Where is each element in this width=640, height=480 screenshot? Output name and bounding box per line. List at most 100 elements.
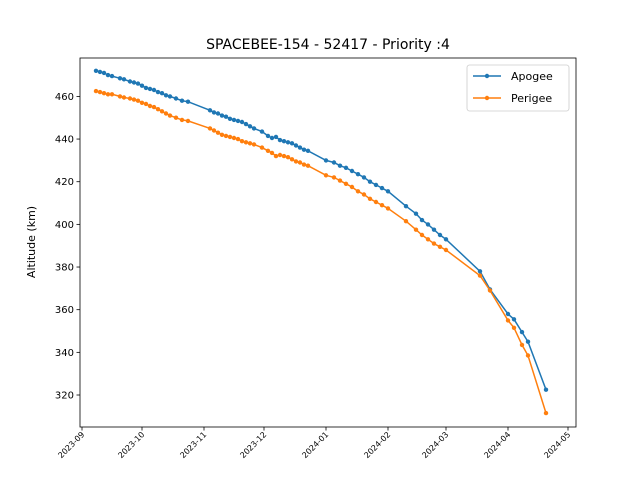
data-point (443, 247, 449, 253)
data-point (155, 89, 161, 95)
data-point (101, 70, 107, 76)
data-point (151, 104, 157, 110)
data-point (277, 152, 283, 158)
data-point (379, 203, 385, 208)
data-point (235, 118, 241, 124)
data-point (367, 179, 373, 184)
data-point (159, 91, 165, 96)
plot-frame (79, 57, 577, 428)
y-tick-label: 420 (55, 177, 74, 188)
data-point (337, 163, 343, 168)
data-point (505, 311, 511, 317)
data-point (93, 88, 99, 94)
data-point (259, 145, 265, 150)
legend: Apogee Perigee (466, 64, 570, 112)
data-point (419, 232, 425, 238)
data-point (121, 77, 127, 82)
data-point (155, 107, 161, 112)
data-point (93, 68, 99, 74)
data-point (437, 244, 443, 249)
data-point (235, 136, 241, 142)
data-point (97, 69, 103, 75)
data-point (269, 150, 275, 156)
data-point (105, 72, 111, 78)
data-point (367, 196, 373, 201)
y-tick-label: 320 (55, 391, 74, 402)
data-point (239, 139, 245, 144)
data-point (251, 126, 257, 131)
data-point (211, 110, 217, 115)
data-point (167, 113, 173, 118)
y-tick-label: 400 (55, 220, 74, 231)
data-point (247, 124, 253, 129)
y-tick-label: 360 (55, 305, 74, 316)
data-point (413, 227, 419, 232)
series-perigee (93, 88, 549, 416)
data-point (289, 157, 295, 162)
data-point (431, 227, 437, 232)
data-point (211, 128, 217, 133)
data-point (425, 237, 431, 242)
data-point (355, 189, 361, 194)
data-point (143, 85, 149, 91)
data-point (361, 192, 367, 197)
data-point (301, 147, 307, 152)
data-point (343, 165, 349, 170)
data-point (373, 182, 379, 188)
data-point (163, 93, 169, 98)
series-layer (93, 68, 549, 416)
data-point (273, 134, 279, 140)
data-point (105, 92, 111, 97)
data-point (121, 95, 127, 100)
data-point (131, 80, 137, 85)
legend-marker-apogee (484, 73, 490, 79)
data-point (219, 113, 225, 118)
data-point (323, 173, 329, 178)
data-point (525, 353, 531, 358)
data-point (505, 318, 511, 323)
data-point (305, 163, 311, 168)
data-point (127, 79, 133, 84)
data-point (101, 91, 107, 96)
data-point (443, 237, 449, 242)
data-point (243, 140, 249, 145)
data-point (173, 115, 179, 120)
data-point (525, 339, 531, 344)
data-point (511, 325, 517, 330)
data-point (185, 118, 191, 124)
data-point (419, 217, 425, 223)
data-point (437, 232, 443, 238)
data-point (337, 178, 343, 183)
data-point (511, 317, 517, 322)
legend-label-apogee: Apogee (511, 70, 553, 83)
data-point (117, 76, 123, 81)
data-point (281, 153, 287, 159)
data-point (243, 121, 249, 127)
data-point (349, 184, 355, 190)
data-point (207, 108, 213, 113)
data-point (185, 99, 191, 104)
data-point (215, 111, 221, 116)
data-point (293, 159, 299, 164)
data-point (239, 119, 245, 125)
data-point (297, 160, 303, 165)
data-point (425, 222, 431, 227)
data-point (519, 342, 525, 348)
data-point (477, 269, 483, 274)
data-point (109, 92, 115, 97)
data-point (403, 204, 409, 209)
data-point (543, 387, 549, 392)
data-point (173, 96, 179, 101)
data-point (403, 219, 409, 224)
data-point (227, 116, 233, 122)
data-point (247, 141, 253, 146)
data-point (265, 133, 271, 139)
data-point (139, 100, 145, 106)
data-point (219, 132, 225, 137)
data-point (277, 137, 283, 143)
data-point (231, 117, 237, 123)
data-point (147, 86, 153, 92)
data-point (265, 148, 271, 153)
data-point (231, 135, 237, 141)
